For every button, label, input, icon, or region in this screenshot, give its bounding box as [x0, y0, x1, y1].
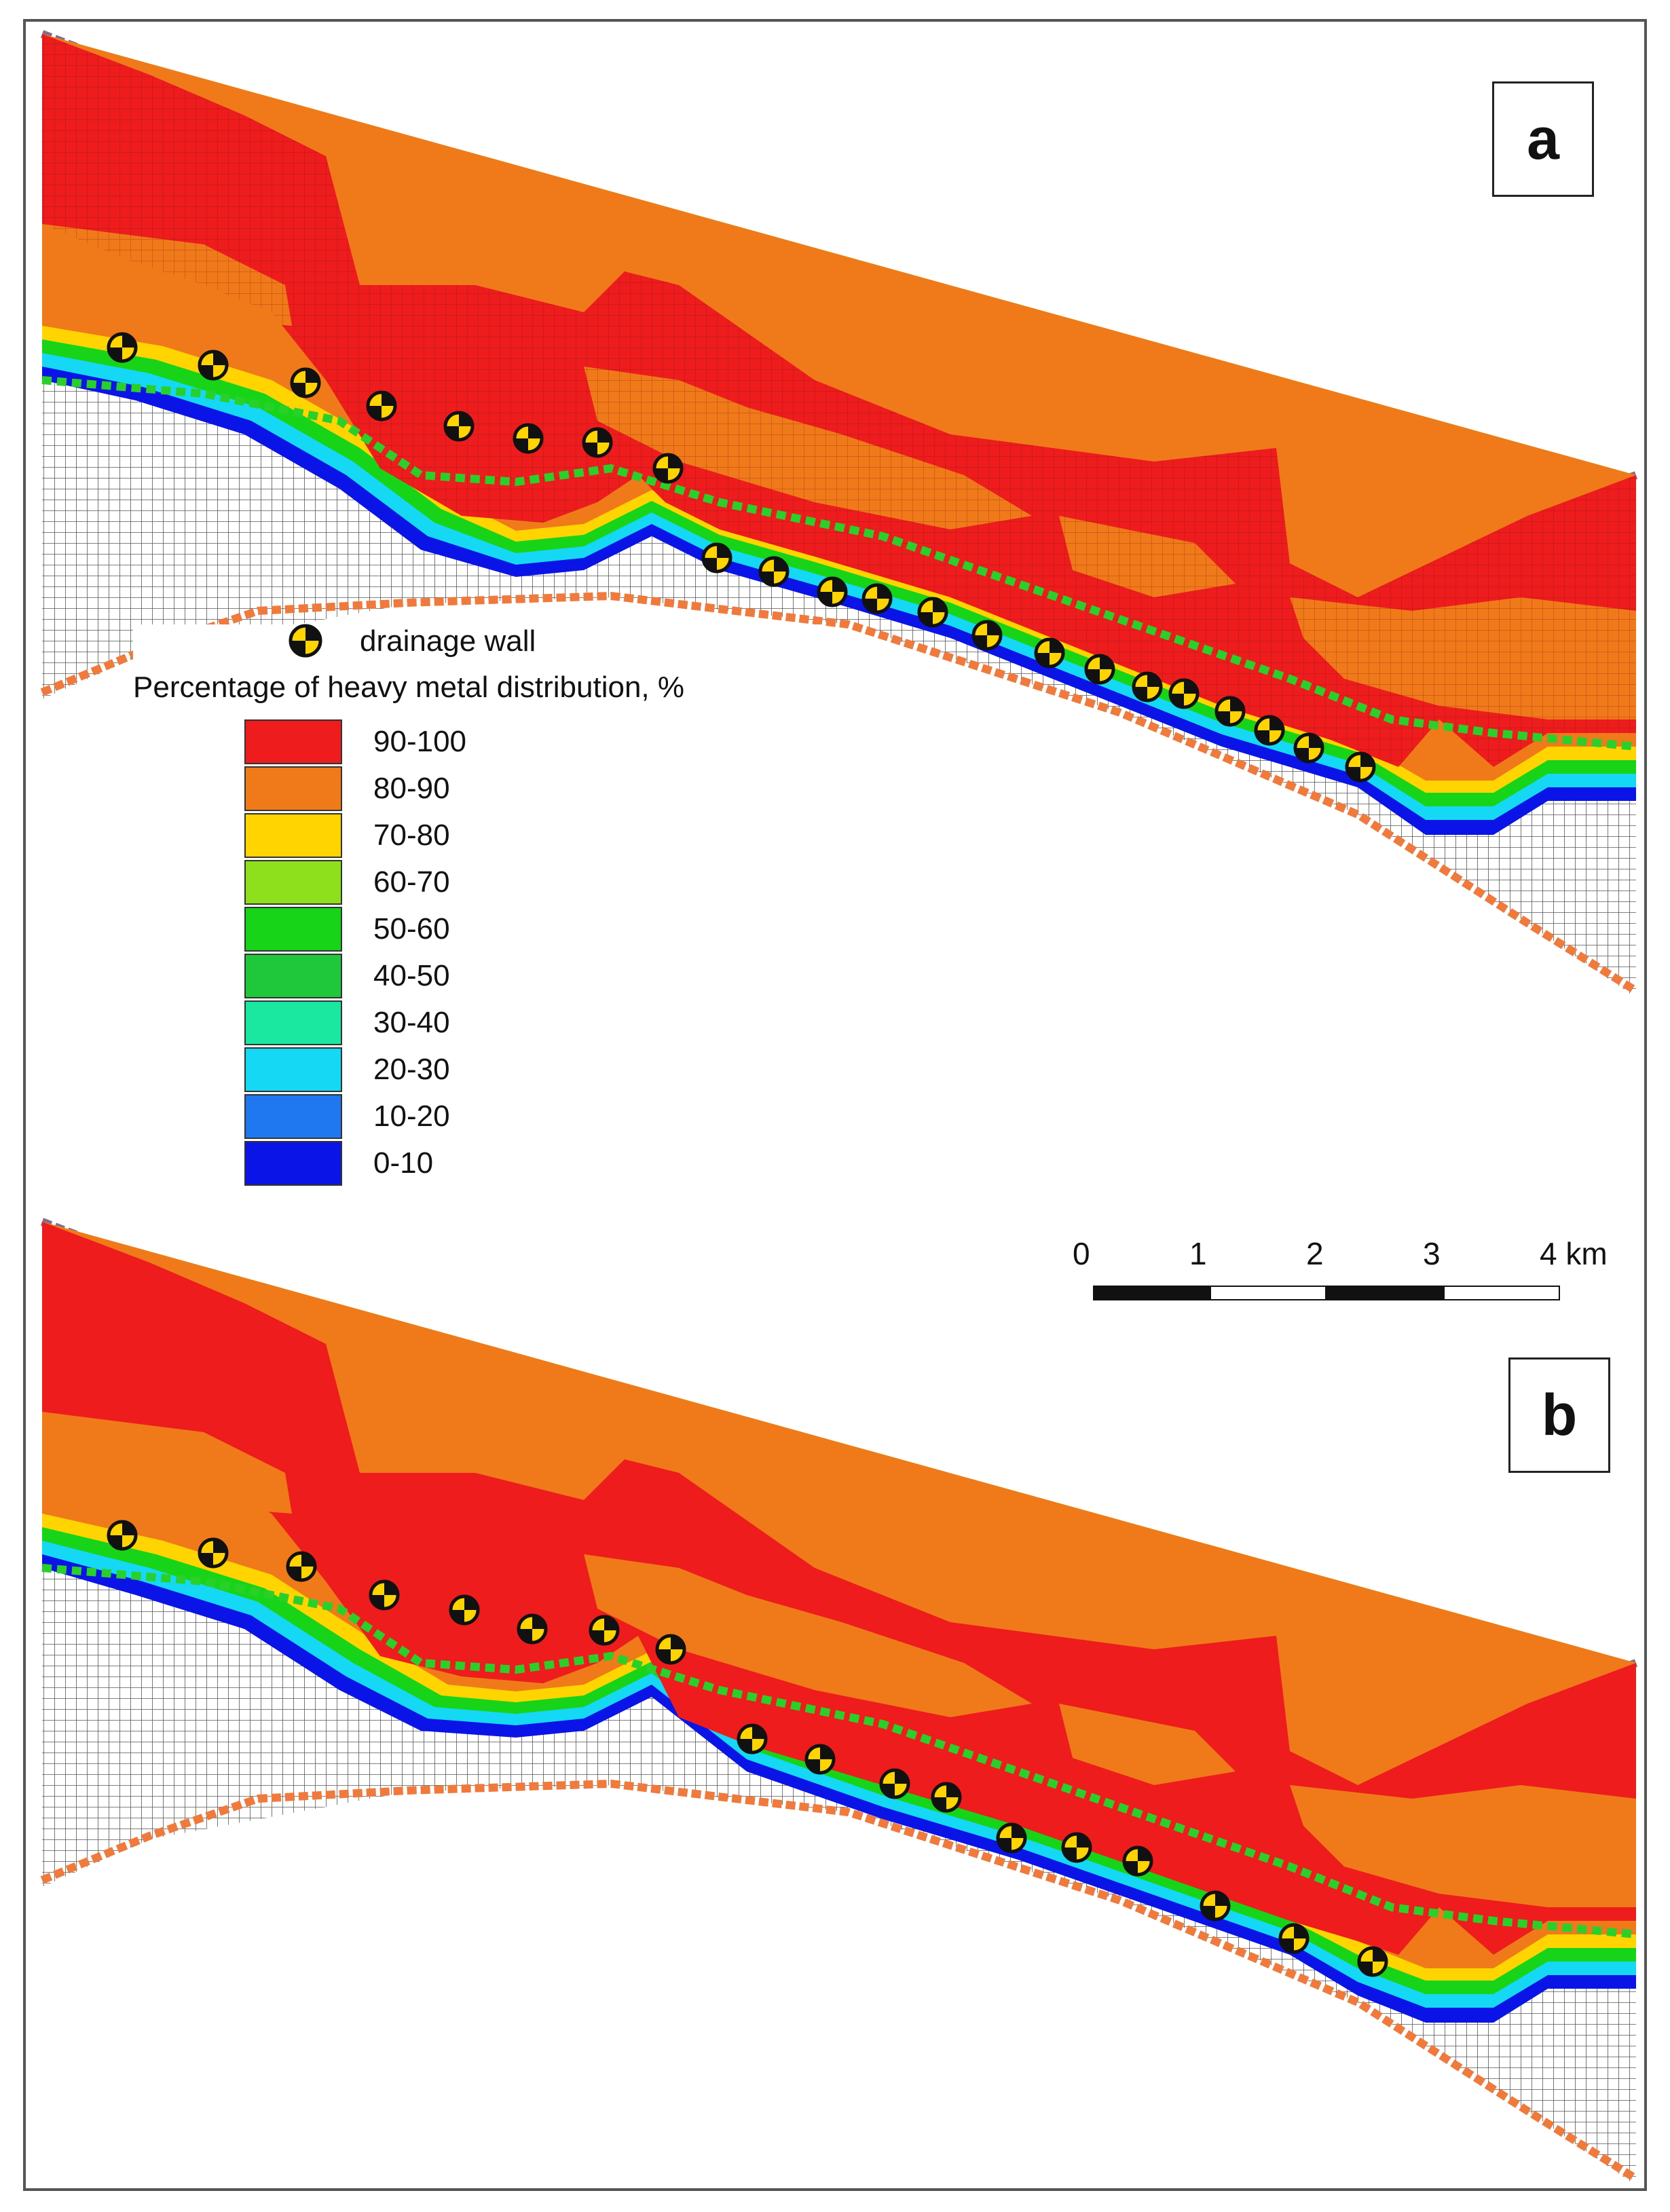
legend-swatch [244, 860, 342, 905]
plume-red-core [42, 1222, 1636, 1955]
drainage-wall-icon [1132, 671, 1163, 702]
drainage-wall-icon [513, 423, 544, 454]
drainage-wall-icon [737, 1723, 768, 1755]
scale-segment [1210, 1286, 1326, 1300]
drainage-wall-icon [289, 624, 322, 658]
drainage-wall-icon [758, 556, 790, 587]
legend-wall-label: drainage wall [360, 624, 536, 658]
drainage-wall-icon [107, 1520, 138, 1551]
map-panel-b [40, 1218, 1639, 2186]
legend-swatch [244, 1094, 342, 1139]
drainage-wall-icon [366, 390, 397, 421]
drainage-wall-icon [652, 453, 684, 484]
drainage-wall-icon [1293, 732, 1324, 764]
drainage-wall-icon [443, 411, 475, 442]
drainage-wall-icon [198, 1537, 229, 1569]
drainage-wall-icon [517, 1613, 548, 1645]
legend-swatch [244, 766, 342, 811]
map-panel-a [40, 30, 1639, 998]
legend-class-label: 10-20 [373, 1100, 450, 1133]
legend-swatch [244, 907, 342, 952]
legend-class-label: 0-10 [373, 1146, 434, 1180]
drainage-wall-icon [1122, 1845, 1153, 1877]
scale-segment [1326, 1286, 1443, 1300]
drainage-wall-icon [861, 583, 893, 614]
orange-zone [584, 1554, 1032, 1717]
lower-boundary [40, 591, 1639, 995]
drainage-walls-b [107, 1520, 1388, 1977]
drainage-wall-icon [996, 1822, 1027, 1854]
scale-segment [1443, 1286, 1560, 1300]
drain-line [41, 1564, 1637, 1938]
scale-tick-label: 0 [1073, 1236, 1090, 1271]
drainage-wall-icon [971, 620, 1003, 651]
drainage-wall-icon [1214, 696, 1246, 727]
legend-class-label: 40-50 [373, 959, 450, 992]
drainage-wall-icon [369, 1579, 400, 1611]
drainage-wall-icon [1168, 678, 1200, 709]
drainage-wall-icon [1278, 1923, 1310, 1954]
legend: drainage wall Percentage of heavy metal … [133, 624, 825, 1186]
legend-swatch [244, 813, 342, 858]
drainage-wall-icon [917, 597, 948, 628]
legend-swatch [244, 954, 342, 998]
scale-tick-label: 3 [1423, 1236, 1441, 1271]
orange-zone [42, 1412, 292, 1514]
drainage-wall-icon [817, 576, 848, 607]
legend-class-label: 20-30 [373, 1053, 450, 1086]
panel-label-a: a [1492, 81, 1594, 197]
drainage-wall-icon [1084, 654, 1115, 685]
drainage-wall-icon [1200, 1890, 1231, 1922]
drainage-wall-icon [1061, 1832, 1092, 1863]
drain-line [41, 376, 1637, 751]
drainage-wall-icon [931, 1782, 962, 1813]
drainage-wall-icon [701, 542, 732, 574]
legend-class-label: 90-100 [373, 725, 467, 758]
scale-tick-label: 4 km [1540, 1236, 1608, 1271]
panel-label-b: b [1508, 1357, 1610, 1473]
drainage-wall-icon [107, 332, 138, 363]
legend-class-label: 70-80 [373, 819, 450, 852]
legend-swatch [244, 719, 342, 764]
scale-tick-label: 2 [1306, 1236, 1324, 1271]
legend-title: Percentage of heavy metal distribution, … [133, 671, 685, 704]
drainage-wall-icon [1254, 715, 1285, 746]
scale-tick-label: 1 [1189, 1236, 1207, 1271]
drainage-wall-icon [582, 427, 613, 458]
scale-bar: 0 1 2 3 4 km [1073, 1235, 1608, 1303]
drainage-wall-icon [198, 350, 229, 381]
lower-boundary [40, 1779, 1639, 2183]
legend-class-label: 80-90 [373, 772, 450, 805]
drainage-wall-icon [286, 1551, 317, 1582]
legend-class-label: 30-40 [373, 1006, 450, 1039]
legend-swatch [244, 1000, 342, 1045]
drainage-wall-icon [1357, 1946, 1388, 1977]
legend-class-label: 60-70 [373, 865, 450, 899]
orange-zone [1059, 1704, 1236, 1785]
drainage-wall-icon [449, 1594, 480, 1626]
scale-segment [1093, 1286, 1210, 1300]
orange-zone [1290, 1785, 1636, 1907]
drainage-wall-icon [589, 1615, 620, 1646]
drainage-wall-icon [1034, 637, 1065, 669]
drainage-wall-icon [290, 367, 321, 398]
legend-swatch [244, 1047, 342, 1092]
legend-swatch [244, 1141, 342, 1186]
drainage-wall-icon [655, 1634, 686, 1665]
drainage-wall-icon [879, 1768, 910, 1799]
drainage-walls-a [107, 332, 1376, 783]
legend-class-label: 50-60 [373, 912, 450, 945]
drainage-wall-icon [1345, 751, 1376, 783]
drainage-wall-icon [804, 1744, 836, 1775]
